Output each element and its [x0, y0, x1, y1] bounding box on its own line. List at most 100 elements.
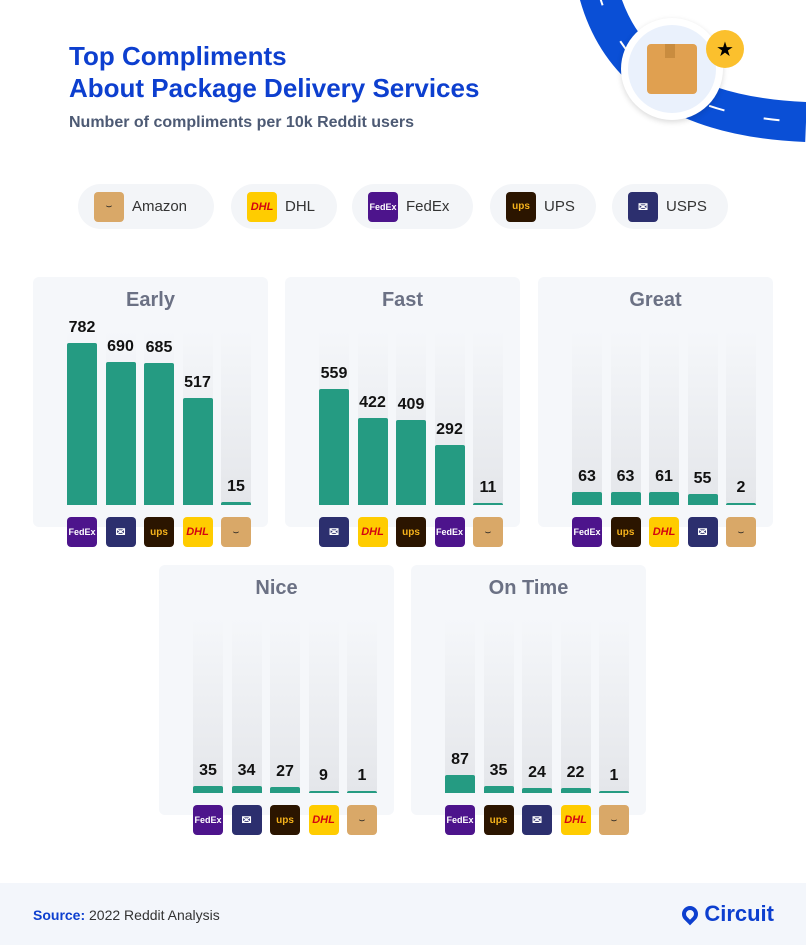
ups-logo-icon: ups — [270, 805, 300, 835]
legend-label: Amazon — [132, 198, 188, 215]
bar-dhl — [308, 791, 339, 793]
fedex-logo-icon: FedEx — [67, 517, 97, 547]
amazon-logo-icon: ⌣ — [94, 191, 124, 222]
value-label: 292 — [436, 420, 463, 438]
brand-name: Circuit — [704, 901, 774, 926]
bar-ups — [396, 420, 426, 505]
bar-fedex — [445, 774, 475, 793]
value-label: 1 — [609, 767, 619, 784]
bar-ups — [144, 363, 174, 505]
legend-item-amazon: ⌣ Amazon — [78, 184, 214, 229]
legend-label: DHL — [285, 198, 316, 215]
value-label: 690 — [107, 338, 134, 356]
bar-track — [270, 618, 300, 793]
fedex-logo-icon: FedEx — [572, 517, 602, 547]
title-line-2: About Package Delivery Services — [69, 73, 480, 103]
bar-dhl — [560, 788, 591, 793]
bar-ups — [610, 491, 641, 505]
bar-track — [610, 330, 641, 505]
fedex-logo-icon: FedEx — [434, 517, 465, 547]
usps-logo-icon: ✉ — [105, 517, 136, 547]
dhl-logo-icon: DHL — [308, 805, 339, 835]
bar-track — [347, 618, 377, 793]
fedex-logo-icon: FedEx — [193, 805, 223, 835]
bar-dhl — [182, 397, 213, 505]
value-label: 35 — [199, 761, 217, 779]
ups-logo-icon: ups — [144, 517, 174, 547]
chart-panel-nice: Nice 35 FedEx 34 ✉ 27 ups 9 DHL 1 ⌣ — [159, 565, 394, 835]
chart-panel-on-time: On Time 87 FedEx 35 ups 24 ✉ 22 DHL 1 ⌣ — [411, 565, 646, 835]
bar-track — [649, 330, 679, 505]
bar-fedex — [572, 491, 602, 505]
value-label: 34 — [237, 761, 256, 779]
package-icon — [647, 44, 697, 94]
fedex-logo-icon: FedEx — [445, 805, 475, 835]
bar-track — [308, 618, 339, 793]
bar-track — [221, 330, 251, 505]
bar-track — [726, 330, 756, 505]
value-label: 24 — [528, 764, 546, 782]
amazon-logo-icon: ⌣ — [473, 517, 503, 547]
dhl-logo-icon: DHL — [560, 805, 591, 835]
value-label: 22 — [566, 764, 585, 782]
value-label: 685 — [145, 339, 173, 357]
dhl-logo-icon: DHL — [649, 517, 679, 547]
bar-amazon — [726, 503, 756, 505]
legend-label: USPS — [666, 198, 707, 215]
chart-panel-great: Great 63 FedEx 63 ups 61 DHL 55 ✉ 2 ⌣ — [538, 277, 773, 547]
amazon-logo-icon: ⌣ — [347, 805, 377, 835]
bar-usps — [687, 493, 718, 505]
circuit-logo: Circuit — [678, 901, 774, 927]
bar-track — [599, 618, 629, 793]
bar-dhl — [357, 417, 388, 505]
value-label: 11 — [479, 478, 497, 496]
page-title: Top Compliments About Package Delivery S… — [69, 40, 479, 104]
bar-fedex — [67, 343, 97, 505]
amazon-logo-icon: ⌣ — [221, 517, 251, 547]
subtitle: Number of compliments per 10k Reddit use… — [69, 114, 414, 131]
package-badge — [621, 18, 723, 120]
bar-fedex — [193, 785, 223, 793]
value-label: 409 — [397, 396, 425, 414]
legend-item-usps: ✉ USPS — [612, 184, 728, 229]
legend-item-fedex: FedEx FedEx — [352, 184, 473, 229]
bar-track — [473, 330, 503, 505]
bar-track — [687, 330, 718, 505]
value-label: 15 — [227, 477, 245, 495]
bar-fedex — [434, 444, 465, 505]
ups-logo-icon: ups — [506, 191, 536, 222]
bar-ups — [483, 785, 514, 793]
value-label: 782 — [68, 319, 96, 336]
legend-label: FedEx — [406, 198, 450, 215]
bar-usps — [105, 362, 136, 505]
bar-amazon — [473, 502, 503, 505]
location-pin-icon — [678, 902, 702, 926]
bar-dhl — [649, 492, 679, 505]
bar-ups — [270, 787, 300, 793]
bar-amazon — [221, 501, 251, 505]
amazon-logo-icon: ⌣ — [599, 805, 629, 835]
chart-title: Fast — [381, 289, 424, 311]
value-label: 1 — [357, 767, 367, 784]
dhl-logo-icon: DHL — [357, 517, 388, 547]
chart-title: On Time — [488, 577, 569, 599]
source-text: 2022 Reddit Analysis — [89, 907, 220, 923]
value-label: 559 — [320, 365, 348, 383]
bar-amazon — [347, 791, 377, 793]
bar-usps — [319, 389, 349, 505]
bar-track — [231, 618, 262, 793]
ups-logo-icon: ups — [610, 517, 641, 547]
chart-panel-fast: Fast 559 ✉ 422 DHL 409 ups 292 FedEx 11 ⌣ — [285, 277, 520, 547]
source: Source: 2022 Reddit Analysis — [33, 907, 220, 923]
usps-logo-icon: ✉ — [628, 191, 658, 222]
usps-logo-icon: ✉ — [319, 517, 349, 547]
bar-usps — [522, 788, 552, 793]
bar-track — [483, 618, 514, 793]
value-label: 9 — [319, 767, 328, 784]
footer: Source: 2022 Reddit Analysis Circuit — [0, 883, 806, 945]
dhl-logo-icon: DHL — [182, 517, 213, 547]
value-label: 63 — [616, 467, 635, 485]
usps-logo-icon: ✉ — [687, 517, 718, 547]
chart-title: Early — [126, 289, 175, 311]
value-label: 35 — [489, 761, 508, 779]
